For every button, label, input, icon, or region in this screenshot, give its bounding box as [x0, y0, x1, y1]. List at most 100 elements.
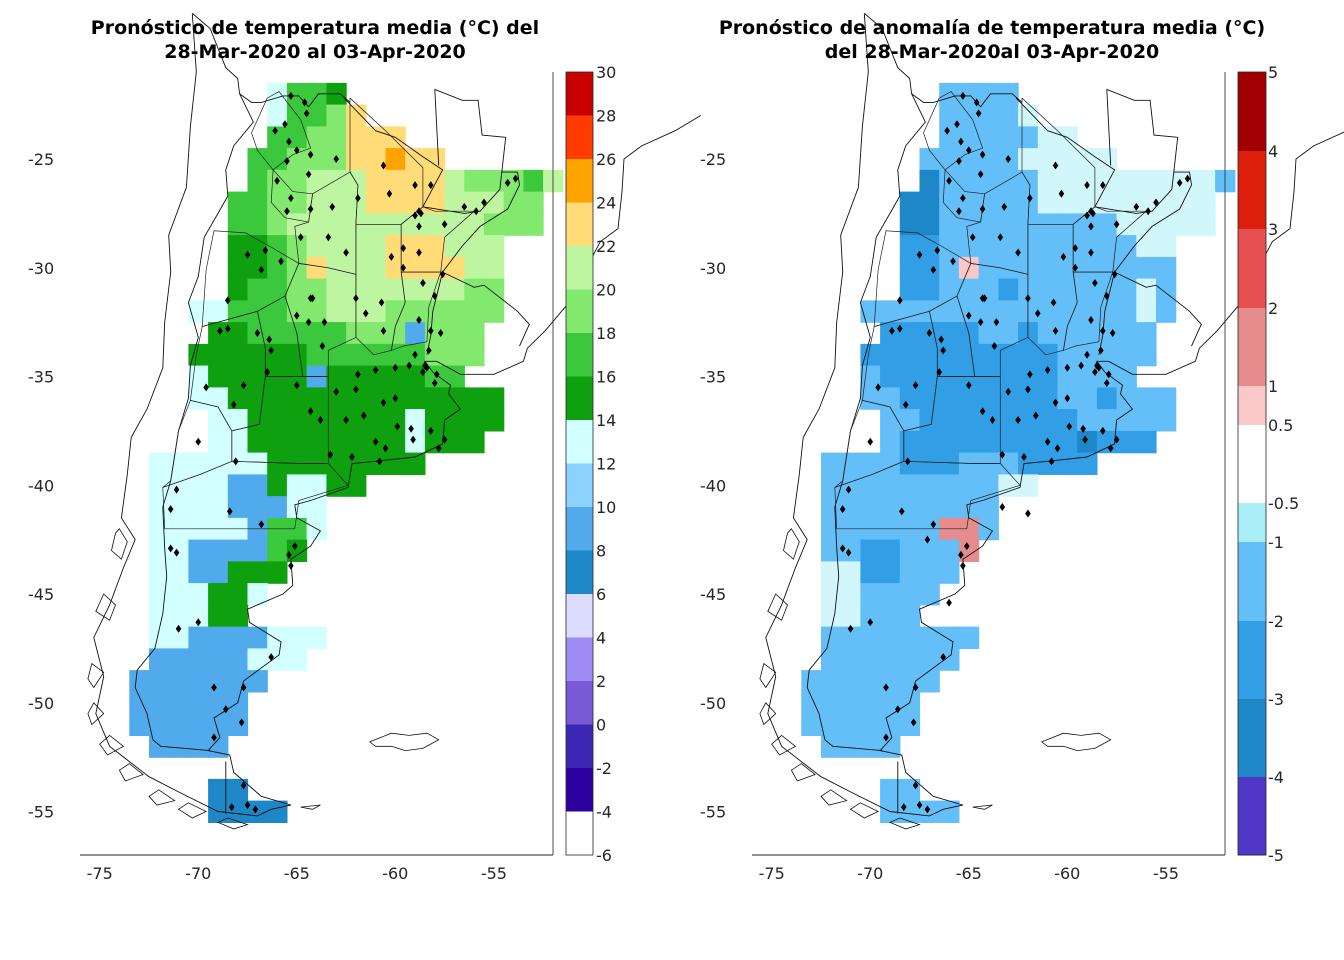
grid-cell [306, 409, 327, 432]
colorbar-swatch [566, 246, 593, 290]
grid-cell [1116, 387, 1137, 410]
grid-cell [405, 387, 426, 410]
station-marker [293, 311, 300, 320]
grid-cell [286, 430, 308, 454]
station-marker [904, 457, 911, 466]
station-marker [303, 109, 310, 118]
grid-cell [286, 343, 308, 367]
station-marker [244, 800, 251, 809]
station-marker [1052, 326, 1059, 335]
station-marker [274, 176, 280, 185]
grid-cell [365, 256, 387, 280]
colorbar-tick-label: 4 [596, 629, 606, 648]
station-marker [307, 205, 314, 214]
right-island [759, 702, 777, 726]
station-marker [362, 309, 369, 318]
grid-cell [227, 496, 249, 519]
grid-cell [286, 409, 308, 432]
grid-cell [444, 343, 465, 367]
grid-cell [821, 474, 842, 497]
colorbar-tick-label: -6 [596, 846, 612, 865]
colorbar-tick-label: -4 [1268, 768, 1284, 787]
station-marker [244, 250, 251, 259]
grid-cell [208, 561, 229, 584]
grid-cell [1018, 169, 1039, 193]
station-marker [282, 120, 288, 129]
grid-cell [860, 735, 881, 758]
grid-cell [444, 235, 465, 258]
grid-cell [978, 213, 999, 236]
grid-cell [227, 256, 249, 280]
grid-cell [1077, 213, 1098, 236]
grid-cell [939, 104, 960, 127]
station-marker [1021, 452, 1027, 461]
station-marker [203, 383, 209, 392]
grid-cell [444, 256, 465, 280]
grid-cell [840, 474, 861, 497]
grid-cell [998, 365, 1019, 388]
grid-cell [1077, 235, 1098, 258]
grid-cell [1037, 278, 1059, 301]
anomaly-map-panel: -75 -70 -65 -60 -55-25-30-35-40-45-50-55 [700, 12, 1344, 883]
station-marker [293, 381, 300, 390]
grid-cell [424, 278, 446, 301]
station-marker [867, 437, 874, 446]
grid-cell [188, 365, 209, 388]
station-marker [969, 233, 976, 242]
station-marker [989, 416, 996, 424]
right-island [771, 734, 797, 756]
grid-cell [405, 278, 426, 301]
grid-cell [1037, 126, 1059, 149]
grid-cell [306, 148, 327, 171]
grid-cell [958, 409, 980, 432]
grid-cell [1037, 191, 1059, 214]
grid-cell [880, 691, 901, 715]
lon-tick-label: -75 [87, 864, 113, 883]
left-country-border [434, 88, 506, 166]
grid-cell [149, 561, 170, 584]
grid-cell [286, 474, 308, 497]
grid-cell [1077, 452, 1098, 475]
grid-cell [188, 496, 209, 519]
grid-cell [1116, 278, 1137, 301]
colorbar-swatch [566, 420, 593, 464]
grid-cell [1057, 191, 1078, 214]
grid-cell [899, 343, 921, 367]
colorbar-tick-label: -2 [596, 759, 612, 778]
grid-cell [405, 235, 426, 258]
grid-cell [227, 539, 249, 562]
grid-cell [208, 648, 229, 671]
station-marker [1082, 435, 1088, 444]
lat-tick-label: -45 [28, 585, 54, 604]
grid-cell [958, 213, 980, 236]
grid-cell [1136, 300, 1157, 323]
grid-cell [267, 539, 288, 562]
grid-cell [346, 104, 367, 127]
station-marker [416, 207, 422, 216]
station-marker [329, 202, 336, 211]
grid-cell [1156, 278, 1177, 301]
grid-cell [286, 213, 308, 236]
station-marker [1100, 181, 1106, 190]
grid-cell [899, 604, 921, 628]
station-marker [1027, 194, 1033, 203]
grid-cell [899, 278, 921, 301]
grid-cell [1018, 191, 1039, 214]
station-marker [944, 126, 950, 135]
grid-cell [1018, 409, 1039, 432]
grid-cell [306, 343, 327, 367]
grid-cell [1136, 322, 1157, 345]
station-marker [1052, 161, 1059, 170]
grid-cell [523, 213, 544, 236]
right-province-boundary [873, 230, 972, 327]
grid-cell [227, 278, 249, 301]
grid-cell [1096, 430, 1118, 454]
grid-cell [801, 713, 822, 736]
grid-cell [405, 256, 426, 280]
grid-cell [208, 300, 229, 323]
grid-cell [899, 387, 921, 410]
grid-cell [149, 583, 170, 606]
grid-cell [188, 626, 209, 649]
grid-cell [1195, 169, 1216, 193]
grid-cell [523, 191, 544, 214]
